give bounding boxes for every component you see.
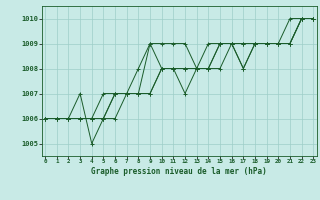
X-axis label: Graphe pression niveau de la mer (hPa): Graphe pression niveau de la mer (hPa) — [91, 167, 267, 176]
